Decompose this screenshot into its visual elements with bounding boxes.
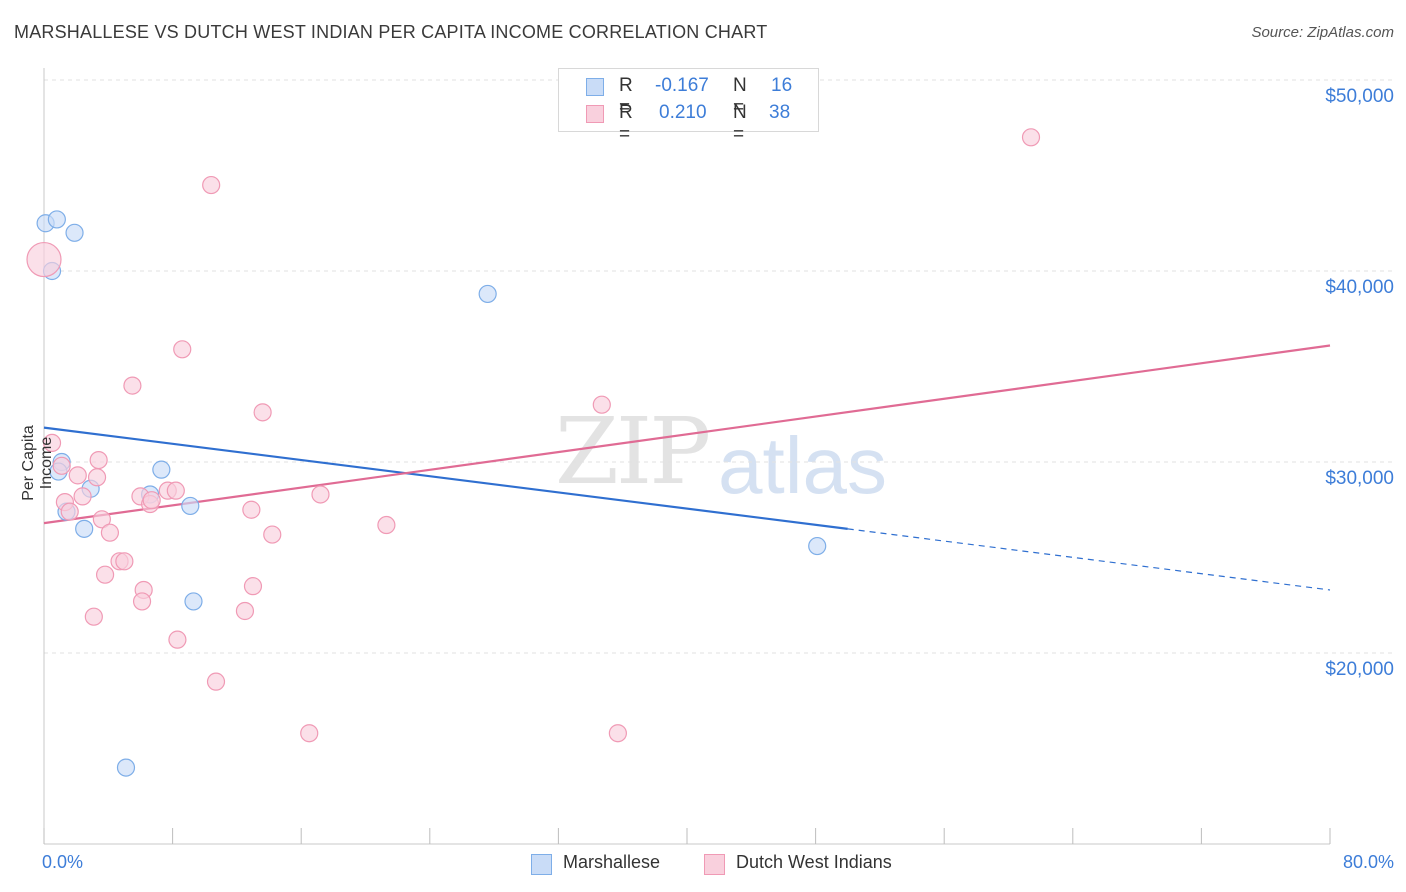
trend-line-extension-series-0 [847,528,1331,591]
axes [43,68,1331,845]
chart-title: MARSHALLESE VS DUTCH WEST INDIAN PER CAP… [14,22,768,42]
y-axis-label: Per Capita Income [20,425,55,501]
data-point-series-1-28 [253,403,272,422]
data-point-series-1-34 [608,724,627,743]
legend-swatch [531,854,552,875]
data-point-series-1-8 [92,510,111,529]
stats-box: R = -0.167 N = 16 R = 0.210 N = 38 [558,68,819,145]
data-point-series-1-37 [142,491,161,510]
data-point-series-1-36 [68,466,87,485]
data-point-series-1-26 [235,601,255,621]
n-value: 16 [771,75,793,96]
data-point-series-1-25 [242,500,261,519]
data-point-series-1-2 [52,456,71,475]
n-label: N = [733,102,747,145]
data-point-series-1-6 [73,487,92,506]
data-point-series-1-4 [60,502,79,521]
data-point-series-1-12 [115,552,134,571]
r-label: R = [619,102,633,145]
data-point-series-1-22 [173,340,192,359]
n-label: N = [733,75,747,118]
gridlines [44,79,1393,654]
data-point-series-0-1 [47,210,66,229]
data-point-series-0-14 [478,284,497,304]
data-point-series-1-35 [1021,128,1041,147]
data-point-series-1-30 [300,724,319,743]
data-point-series-1-10 [95,565,115,584]
data-point-series-1-21 [168,630,187,649]
data-point-series-1-31 [311,485,330,504]
legend-label: Dutch West Indians [736,852,892,872]
dutch-west-indians-swatch [586,105,604,123]
data-point-series-1-0 [26,241,62,278]
data-points [26,128,1041,777]
data-point-series-0-13 [116,758,136,777]
data-point-series-1-33 [592,395,611,414]
data-point-series-1-20 [166,481,185,500]
x-tick-label-max: 80.0% [1342,852,1394,872]
data-point-series-1-7 [89,450,108,470]
source-label: Source: ZipAtlas.com [1251,24,1394,41]
watermark-zip: ZIP [555,398,711,505]
data-point-series-1-9 [100,523,120,542]
r-value: 0.210 [659,102,707,123]
legend-label: Marshallese [563,852,661,872]
r-label: R = [619,75,633,118]
n-value: 38 [769,102,791,123]
y-tick-label-40000: $40,000 [1325,277,1394,298]
watermark-atlas: atlas [718,421,887,510]
y-tick-label-30000: $30,000 [1325,468,1394,489]
data-point-series-0-12 [184,592,203,611]
data-point-series-0-9 [152,460,171,479]
y-tick-label-20000: $20,000 [1325,659,1394,680]
data-point-series-1-23 [202,175,221,195]
x-tick-label-min: 0.0% [42,852,84,872]
data-point-series-1-17 [132,592,152,611]
data-point-series-1-18 [84,607,103,626]
data-point-series-1-27 [243,577,263,596]
data-point-series-0-15 [808,536,827,556]
data-point-series-1-1 [42,433,62,452]
data-point-series-0-8 [75,519,94,538]
data-point-series-1-24 [206,672,226,691]
y-tick-label-50000: $50,000 [1325,86,1394,107]
data-point-series-0-11 [181,496,200,516]
data-point-series-1-32 [377,515,396,535]
legend-swatch [704,854,725,875]
marshallese-swatch [586,78,604,96]
data-point-series-0-2 [65,223,84,242]
trend-lines [43,344,1331,591]
data-point-series-1-29 [263,525,282,544]
r-value: -0.167 [655,75,709,96]
trend-line-series-1 [43,344,1331,525]
trend-line-series-0 [43,426,848,530]
data-point-series-1-13 [123,376,142,395]
data-point-series-1-5 [87,468,107,487]
